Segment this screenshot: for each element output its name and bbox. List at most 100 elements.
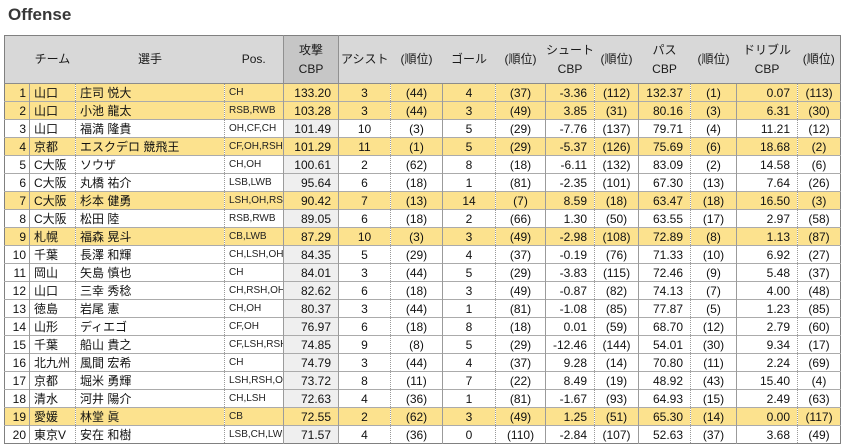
rank-cell: 11	[4, 263, 30, 282]
pos-cell: CB,LWB	[224, 227, 284, 246]
assists-rank-cell: (29)	[390, 245, 443, 264]
dribble-cbp-cell: 11.21	[736, 119, 798, 138]
team-cell: 京都	[29, 371, 76, 390]
goals-rank-cell: (29)	[495, 335, 546, 354]
shoot-cbp-cell: -1.67	[545, 389, 595, 408]
pass-rank-cell: (6)	[690, 137, 737, 156]
col-header-player: 選手	[75, 35, 225, 84]
assists-rank-cell: (62)	[390, 407, 443, 426]
assists-cell: 11	[338, 137, 391, 156]
team-cell: 山口	[29, 101, 76, 120]
shoot-rank-cell: (18)	[594, 191, 639, 210]
assists-cell: 4	[338, 389, 391, 408]
goals-rank-cell: (29)	[495, 263, 546, 282]
table-row: 13 徳島 岩尾 憲 CH,OH 80.37 3 (44) 1 (81) -1.08 (85) 77.…	[4, 299, 841, 318]
shoot-cbp-cell: 8.49	[545, 371, 595, 390]
pos-cell: CH	[224, 83, 284, 102]
shoot-cbp-cell: -12.46	[545, 335, 595, 354]
col-header-pos: Pos.	[224, 35, 284, 84]
rank-cell: 2	[4, 101, 30, 120]
pass-cbp-cell: 132.37	[638, 83, 691, 102]
assists-rank-cell: (18)	[390, 281, 443, 300]
goals-cell: 4	[442, 353, 496, 372]
col-header-shoot_rank: (順位)	[594, 35, 639, 84]
dribble-rank-cell: (6)	[797, 155, 841, 174]
goals-rank-cell: (66)	[495, 209, 546, 228]
pass-rank-cell: (8)	[690, 227, 737, 246]
dribble-rank-cell: (69)	[797, 353, 841, 372]
shoot-rank-cell: (137)	[594, 119, 639, 138]
goals-cell: 3	[442, 281, 496, 300]
goals-rank-cell: (81)	[495, 173, 546, 192]
dribble-rank-cell: (87)	[797, 227, 841, 246]
dribble-cbp-cell: 18.68	[736, 137, 798, 156]
team-cell: 東京V	[29, 425, 76, 444]
player-cell: 松田 陸	[75, 209, 225, 228]
dribble-cbp-cell: 0.00	[736, 407, 798, 426]
goals-cell: 8	[442, 155, 496, 174]
goals-rank-cell: (49)	[495, 101, 546, 120]
goals-rank-cell: (37)	[495, 245, 546, 264]
dribble-cbp-cell: 16.50	[736, 191, 798, 210]
dribble-rank-cell: (60)	[797, 317, 841, 336]
table-row: 18 清水 河井 陽介 CH,LSH 72.63 4 (36) 1 (81) -1.67 (93) 6…	[4, 389, 841, 408]
attack-cbp-cell: 74.79	[283, 353, 339, 372]
shoot-cbp-cell: -0.19	[545, 245, 595, 264]
goals-cell: 4	[442, 83, 496, 102]
assists-rank-cell: (18)	[390, 317, 443, 336]
team-cell: C大阪	[29, 173, 76, 192]
assists-cell: 4	[338, 425, 391, 444]
col-header-rank	[4, 35, 30, 84]
attack-cbp-cell: 84.35	[283, 245, 339, 264]
shoot-rank-cell: (31)	[594, 101, 639, 120]
shoot-rank-cell: (144)	[594, 335, 639, 354]
assists-cell: 6	[338, 281, 391, 300]
assists-cell: 2	[338, 155, 391, 174]
shoot-cbp-cell: 1.25	[545, 407, 595, 426]
assists-cell: 6	[338, 317, 391, 336]
assists-rank-cell: (44)	[390, 101, 443, 120]
shoot-rank-cell: (51)	[594, 407, 639, 426]
team-cell: C大阪	[29, 155, 76, 174]
pos-cell: CH	[224, 263, 284, 282]
player-cell: 安在 和樹	[75, 425, 225, 444]
shoot-cbp-cell: 9.28	[545, 353, 595, 372]
table-row: 6 C大阪 丸橋 祐介 LSB,LWB 95.64 6 (18) 1 (81) -2.35 (101…	[4, 173, 841, 192]
pass-cbp-cell: 54.01	[638, 335, 691, 354]
table-row: 16 北九州 風間 宏希 CH 74.79 3 (44) 4 (37) 9.28 (14) 70.80…	[4, 353, 841, 372]
dribble-rank-cell: (37)	[797, 263, 841, 282]
goals-rank-cell: (81)	[495, 299, 546, 318]
dribble-cbp-cell: 7.64	[736, 173, 798, 192]
goals-cell: 5	[442, 335, 496, 354]
assists-cell: 9	[338, 335, 391, 354]
assists-cell: 8	[338, 371, 391, 390]
dribble-cbp-cell: 2.79	[736, 317, 798, 336]
pass-cbp-cell: 83.09	[638, 155, 691, 174]
rank-cell: 6	[4, 173, 30, 192]
goals-cell: 3	[442, 407, 496, 426]
shoot-rank-cell: (76)	[594, 245, 639, 264]
shoot-cbp-cell: -1.08	[545, 299, 595, 318]
pass-rank-cell: (18)	[690, 191, 737, 210]
pos-cell: LSB,CH,LWB	[224, 425, 284, 444]
rank-cell: 10	[4, 245, 30, 264]
pass-cbp-cell: 68.70	[638, 317, 691, 336]
pass-rank-cell: (15)	[690, 389, 737, 408]
dribble-rank-cell: (3)	[797, 191, 841, 210]
shoot-cbp-cell: 3.85	[545, 101, 595, 120]
table-row: 1 山口 庄司 悦大 CH 133.20 3 (44) 4 (37) -3.36 (112) 132.…	[4, 83, 841, 102]
dribble-rank-cell: (48)	[797, 281, 841, 300]
attack-cbp-cell: 84.01	[283, 263, 339, 282]
dribble-cbp-cell: 0.07	[736, 83, 798, 102]
dribble-cbp-cell: 2.24	[736, 353, 798, 372]
table-row: 3 山口 福満 隆貴 OH,CF,CH 101.49 10 (3) 5 (29) -7.76 (13…	[4, 119, 841, 138]
rank-cell: 7	[4, 191, 30, 210]
goals-rank-cell: (49)	[495, 227, 546, 246]
assists-cell: 2	[338, 407, 391, 426]
pass-rank-cell: (12)	[690, 317, 737, 336]
goals-rank-cell: (29)	[495, 119, 546, 138]
dribble-rank-cell: (4)	[797, 371, 841, 390]
attack-cbp-cell: 101.49	[283, 119, 339, 138]
pass-rank-cell: (7)	[690, 281, 737, 300]
